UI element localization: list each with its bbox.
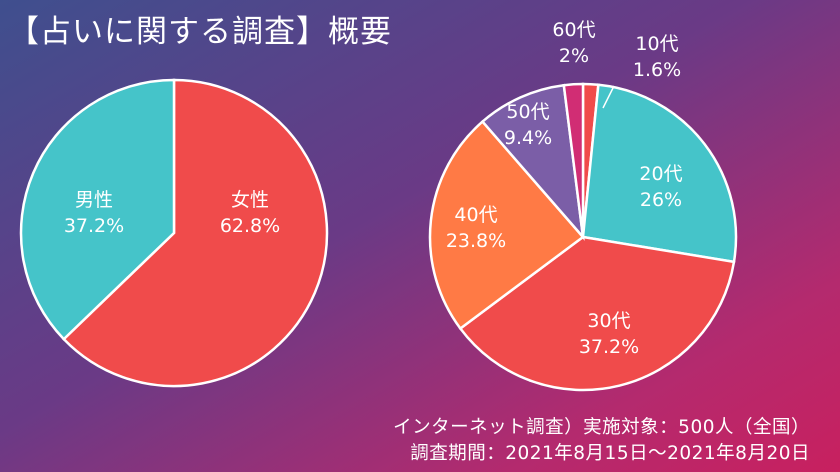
pie-slice [19,78,176,341]
slice-category-label: 30代 [587,310,630,332]
slice-category-label: 40代 [454,204,497,226]
page-title: 【占いに関する調査】概要 [8,14,392,50]
pie-slice [458,235,736,392]
pie-slice [62,78,329,388]
slice-value-label: 62.8% [220,215,280,237]
slice-value-label: 26% [640,189,682,211]
slice-category-label: 20代 [639,163,682,185]
leader-line [602,85,615,109]
slice-category-label: 女性 [231,189,269,211]
slice-value-label: 9.4% [504,127,552,149]
slice-category-label: 50代 [506,101,549,123]
slice-category-label: 10代 [635,33,678,55]
pie-slice [428,119,585,331]
gender-pie-chart: 女性 62.8% 男性 37.2% [19,78,329,388]
slice-value-label: 2% [559,45,589,67]
slice-category-label: 60代 [552,19,595,41]
age-pie-chart: 10代 1.6% 20代 26% 30代 37.2% 40代 23.8% 50代 9.4% 60代 2… [428,19,738,392]
slice-value-label: 37.2% [579,336,639,358]
pie-slice [562,82,585,238]
survey-period-note: 調査期間：2021年8月15日～2021年8月20日 [410,443,810,464]
slice-category-label: 男性 [75,189,113,211]
slice-value-label: 23.8% [446,230,506,252]
slice-value-label: 37.2% [64,215,124,237]
pie-slice [581,83,738,264]
survey-method-note: インターネット調査）実施対象：500人（全国） [393,417,810,438]
slice-value-label: 1.6% [633,59,681,81]
pie-slice [480,83,585,241]
